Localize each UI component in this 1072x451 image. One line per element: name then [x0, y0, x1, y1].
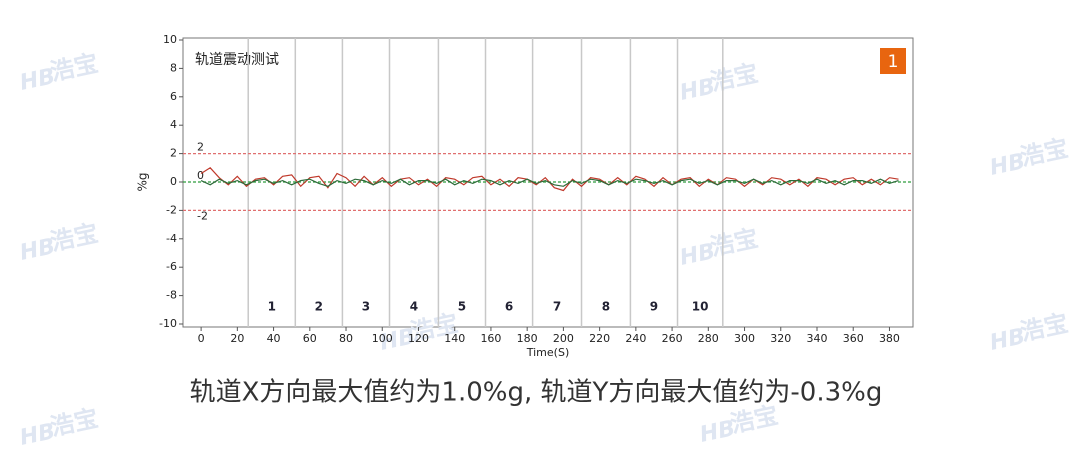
y-tick-label: 8: [170, 61, 177, 74]
x-tick-label: 120: [408, 332, 429, 345]
y-tick-label: -2: [166, 203, 177, 216]
x-tick-label: 180: [517, 332, 538, 345]
x-tick-label: 60: [303, 332, 317, 345]
x-tick-label: 360: [843, 332, 864, 345]
reference-label: -2: [197, 209, 208, 222]
reference-label: 2: [197, 141, 204, 154]
caption: 轨道X方向最大值约为1.0%g, 轨道Y方向最大值约为-0.3%g: [190, 378, 883, 408]
x-axis-label: Time(S): [526, 346, 570, 359]
x-tick-label: 80: [339, 332, 353, 345]
x-tick-label: 220: [589, 332, 610, 345]
x-tick-label: 300: [734, 332, 755, 345]
x-tick-label: 280: [698, 332, 719, 345]
x-tick-label: 260: [662, 332, 683, 345]
segment-label: 2: [315, 299, 323, 313]
x-tick-label: 140: [444, 332, 465, 345]
watermark: 浩宝: [48, 404, 101, 441]
reference-label: 0: [197, 169, 204, 182]
x-tick-label: 20: [230, 332, 244, 345]
segment-label: 9: [650, 299, 658, 313]
y-tick-label: 0: [170, 175, 177, 188]
watermark: 浩宝: [48, 219, 101, 256]
watermark: 浩宝: [1018, 134, 1071, 171]
x-tick-label: 160: [480, 332, 501, 345]
x-tick-label: 200: [553, 332, 574, 345]
segment-label: 7: [553, 299, 561, 313]
y-tick-label: -10: [159, 317, 177, 330]
segment-label: 6: [505, 299, 513, 313]
y-tick-label: -8: [166, 289, 177, 302]
watermark: 浩宝: [1018, 309, 1071, 346]
segment-label: 5: [458, 299, 466, 313]
x-tick-label: 0: [198, 332, 205, 345]
x-tick-label: 320: [770, 332, 791, 345]
x-tick-label: 100: [372, 332, 393, 345]
badge: 1: [888, 52, 899, 72]
x-tick-label: 380: [879, 332, 900, 345]
x-tick-label: 340: [806, 332, 827, 345]
series-line: [200, 178, 899, 187]
watermark: 浩宝: [48, 49, 101, 86]
y-tick-label: 4: [170, 118, 177, 131]
segment-label: 8: [602, 299, 610, 313]
segment-label: 3: [362, 299, 370, 313]
x-tick-label: 240: [625, 332, 646, 345]
y-tick-label: -6: [166, 260, 177, 273]
segment-label: 4: [410, 299, 418, 313]
y-axis-label: %g: [136, 172, 150, 191]
x-tick-label: 40: [267, 332, 281, 345]
segment-label: 1: [268, 299, 276, 313]
panel-title: 轨道震动测试: [195, 52, 279, 68]
y-tick-label: 10: [163, 33, 177, 46]
segment-label: 10: [692, 299, 709, 313]
y-tick-label: -4: [166, 232, 177, 245]
y-tick-label: 2: [170, 147, 177, 160]
badge-box: [880, 48, 906, 74]
y-tick-label: 6: [170, 90, 177, 103]
